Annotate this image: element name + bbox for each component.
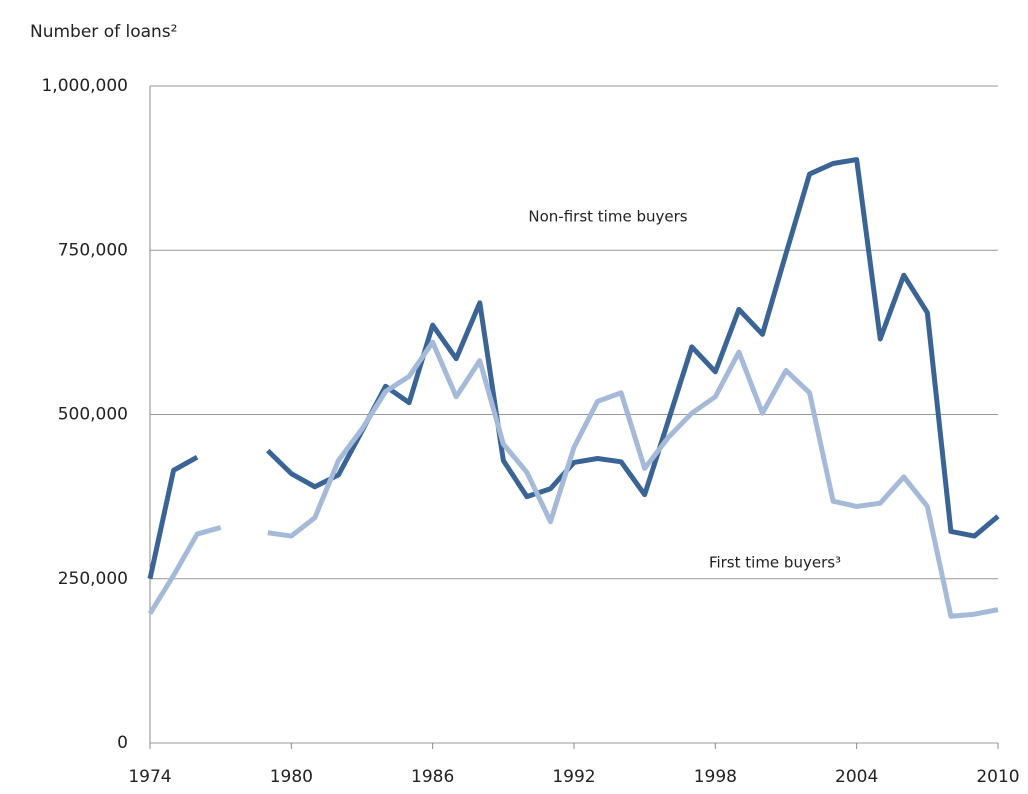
series-label: Non-first time buyers xyxy=(528,208,687,226)
x-tick-label: 1992 xyxy=(552,767,595,787)
x-tick-label: 2004 xyxy=(835,767,878,787)
y-tick-label: 250,000 xyxy=(58,569,128,589)
x-tick-label: 1974 xyxy=(128,767,171,787)
x-tick-label: 1986 xyxy=(411,767,454,787)
y-tick-label: 500,000 xyxy=(58,405,128,425)
y-axis-label: Number of loans² xyxy=(30,22,177,42)
y-tick-label: 1,000,000 xyxy=(41,76,128,96)
x-tick-label: 1998 xyxy=(694,767,737,787)
series-line xyxy=(147,339,999,619)
series-label: First time buyers³ xyxy=(709,554,841,572)
x-tick-label: 1980 xyxy=(270,767,313,787)
x-tick-label: 2010 xyxy=(976,767,1019,787)
y-tick-label: 750,000 xyxy=(58,240,128,260)
y-tick-label: 0 xyxy=(117,733,128,753)
